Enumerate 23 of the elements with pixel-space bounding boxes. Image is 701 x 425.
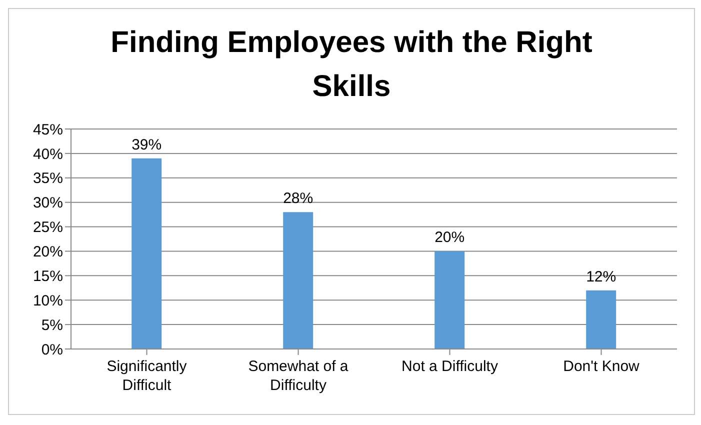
- y-tick-label: 15%: [32, 268, 63, 285]
- chart-title: Finding Employees with the Right Skills: [110, 25, 594, 105]
- y-tick-label: 0%: [41, 341, 63, 358]
- bar: [434, 251, 465, 349]
- data-label: 39%: [132, 136, 162, 154]
- y-tick-label: 10%: [32, 292, 63, 310]
- bar: [132, 158, 162, 349]
- y-tick-label: 40%: [32, 146, 63, 163]
- y-tick-label: 35%: [32, 170, 63, 188]
- x-tick-label: Significantly Difficult: [106, 358, 188, 394]
- x-tick-label: Don't Know: [563, 358, 640, 375]
- y-tick-label: 25%: [32, 219, 63, 236]
- x-tick-label: Not a Difficulty: [402, 358, 498, 375]
- bar: [586, 290, 616, 349]
- y-tick-label: 30%: [32, 194, 63, 212]
- data-label: 12%: [586, 268, 616, 286]
- y-tick-label: 20%: [32, 244, 63, 261]
- data-label: 20%: [434, 229, 465, 246]
- x-tick-label: Somewhat of a Difficulty: [248, 358, 349, 394]
- bar: [283, 212, 314, 349]
- y-tick-label: 5%: [41, 316, 63, 334]
- y-tick-label: 45%: [32, 121, 63, 138]
- data-label: 28%: [283, 190, 314, 208]
